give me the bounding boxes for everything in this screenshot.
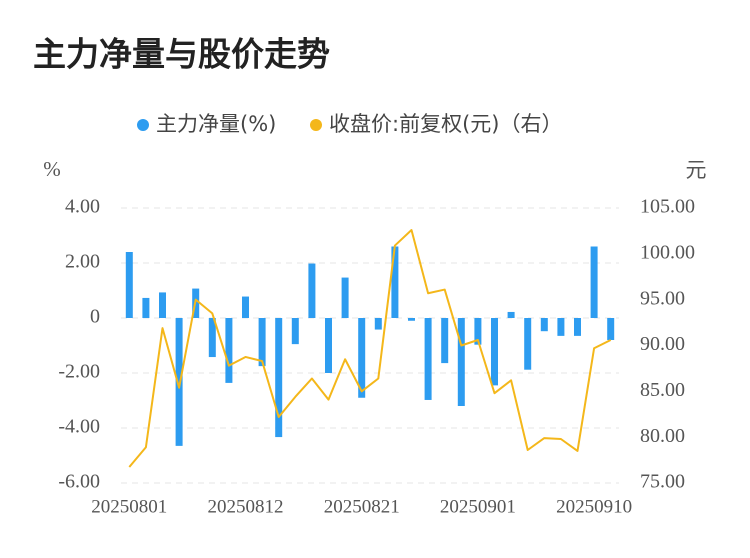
bar (374, 318, 382, 330)
y2-tick-label: 80.00 (640, 425, 685, 447)
x-tick-label: 20250910 (556, 496, 632, 517)
bar (507, 311, 515, 318)
bar (159, 292, 166, 318)
y-axis-unit: % (43, 157, 61, 181)
x-tick-label: 20250821 (324, 496, 400, 517)
price-line (128, 229, 612, 468)
bar (275, 318, 283, 438)
legend-marker (310, 119, 322, 131)
x-tick-label: 20250801 (91, 496, 167, 517)
bar (325, 318, 332, 373)
y2-tick-label: 95.00 (640, 287, 685, 309)
chart-title: 主力净量与股价走势 (33, 35, 330, 74)
legend-label: 收盘价:前复权(元)（右） (329, 112, 562, 136)
x-tick-label: 20250812 (208, 496, 284, 517)
y2-tick-label: 85.00 (640, 379, 685, 401)
bar (574, 318, 581, 336)
bar (491, 318, 498, 386)
bar (291, 318, 299, 345)
bar (125, 252, 133, 318)
bar (474, 318, 482, 345)
bar (607, 318, 615, 340)
legend-label: 主力净量(%) (156, 112, 276, 136)
bar (557, 318, 565, 336)
x-tick-label: 20250901 (440, 496, 516, 517)
y-tick-label: 4.00 (65, 196, 100, 218)
y-tick-label: 0 (90, 306, 100, 328)
bar (391, 246, 399, 318)
y2-tick-label: 100.00 (640, 241, 695, 263)
y-tick-label: -2.00 (58, 361, 100, 383)
bar (208, 318, 216, 358)
bar (408, 318, 415, 321)
bar (441, 318, 449, 364)
bar (424, 318, 432, 400)
bar (358, 318, 366, 398)
bar (142, 297, 150, 318)
bar (457, 318, 465, 406)
y-tick-label: -6.00 (58, 471, 100, 493)
bar (242, 296, 249, 318)
legend-marker (137, 119, 149, 131)
bar (540, 318, 548, 332)
bar (341, 277, 349, 318)
y-tick-label: 2.00 (65, 251, 100, 273)
y2-tick-label: 105.00 (640, 196, 695, 218)
bar (225, 318, 233, 383)
bar (308, 263, 316, 318)
y-tick-label: -4.00 (58, 416, 100, 438)
y2-axis-unit: 元 (686, 158, 707, 182)
bar (524, 318, 532, 370)
y2-tick-label: 75.00 (640, 471, 685, 493)
bar (590, 246, 598, 318)
bar (258, 318, 266, 367)
bar (175, 318, 183, 446)
y2-tick-label: 90.00 (640, 333, 685, 355)
